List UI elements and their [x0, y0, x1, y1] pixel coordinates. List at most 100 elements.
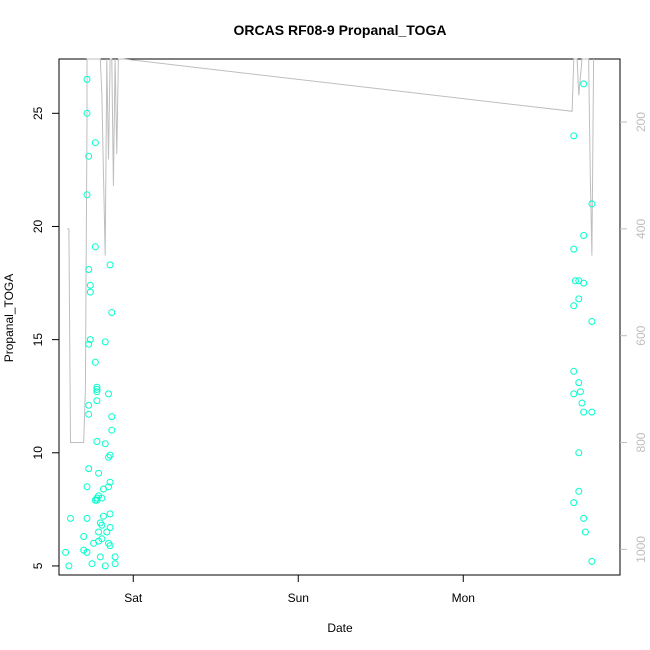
x-tick-label: Sun [288, 591, 309, 605]
data-point [108, 309, 116, 316]
data-point [98, 535, 106, 543]
data-point [580, 408, 588, 416]
data-point [570, 367, 578, 375]
y-tick-label: 20 [31, 219, 45, 233]
y2-tick-label: 400 [634, 219, 648, 239]
data-point [588, 200, 596, 208]
data-point [106, 451, 114, 459]
data-point [93, 385, 101, 393]
line-series-path [67, 58, 595, 443]
data-point [62, 548, 70, 556]
data-point [575, 449, 583, 457]
data-point [83, 75, 91, 83]
data-point [83, 109, 91, 117]
data-point [588, 408, 596, 416]
data-point [83, 514, 91, 522]
data-point [570, 132, 578, 140]
data-point [85, 266, 93, 273]
data-point [111, 560, 119, 568]
x-axis: Sat Sun Mon [124, 575, 475, 605]
x-tick-label: Sat [124, 591, 143, 605]
data-point [103, 528, 111, 536]
y-axis-label: Propanal_TOGA [2, 274, 16, 363]
data-point [111, 553, 119, 561]
data-point [91, 139, 99, 147]
data-point [86, 336, 94, 344]
chart-title: ORCAS RF08-9 Propanal_TOGA [234, 22, 447, 38]
data-point [575, 379, 583, 387]
data-point [91, 358, 99, 366]
y-tick-label: 25 [31, 106, 45, 120]
data-point [581, 528, 589, 536]
data-point [93, 383, 101, 391]
y2-tick-label: 800 [634, 432, 648, 452]
data-point [576, 388, 584, 396]
y2-tick-label: 600 [634, 325, 648, 345]
y2-tick-label: 200 [634, 112, 648, 132]
data-point [575, 295, 583, 303]
y-tick-label: 10 [31, 446, 45, 460]
data-point [108, 426, 116, 434]
point-series [62, 75, 596, 570]
data-point [83, 548, 91, 556]
data-point [580, 232, 588, 239]
data-point [106, 261, 114, 269]
data-point [106, 510, 114, 518]
data-point [83, 483, 91, 491]
data-point [106, 524, 114, 531]
data-point [80, 533, 88, 540]
data-point [100, 512, 107, 520]
data-point [96, 553, 104, 561]
data-point [93, 397, 101, 405]
data-point [571, 277, 579, 285]
data-point [83, 191, 91, 199]
data-point [105, 453, 112, 461]
data-point [101, 562, 109, 570]
data-point [570, 302, 578, 310]
data-point [580, 80, 588, 88]
data-point [67, 514, 74, 522]
data-point [570, 390, 578, 398]
y-axis-right: 200 400 600 800 1000 [620, 112, 648, 563]
data-point [85, 410, 93, 418]
data-point [580, 514, 588, 522]
data-point [85, 401, 93, 409]
line-series [67, 58, 595, 443]
x-axis-label: Date [327, 621, 353, 635]
data-point [570, 499, 578, 507]
data-point [86, 281, 94, 289]
data-point [108, 413, 116, 421]
data-point [105, 390, 112, 398]
x-tick-label: Mon [452, 591, 475, 605]
data-point [588, 557, 596, 565]
data-point [91, 243, 99, 251]
data-point [95, 469, 103, 477]
data-point [106, 542, 114, 550]
y2-tick-label: 1000 [634, 536, 648, 563]
data-point [570, 245, 578, 253]
data-point [105, 483, 112, 491]
data-point [85, 340, 93, 348]
data-point [85, 465, 93, 473]
data-point [93, 388, 101, 396]
data-point [578, 399, 586, 407]
data-point [575, 487, 583, 495]
data-point [65, 562, 73, 570]
data-point [101, 338, 109, 346]
data-point [86, 288, 94, 296]
data-point [580, 279, 588, 287]
data-point [101, 440, 109, 448]
data-point [98, 521, 106, 529]
data-point [98, 494, 106, 502]
data-point [106, 478, 114, 486]
data-point [588, 318, 596, 325]
data-point [85, 152, 93, 160]
y-axis-left: 5 10 15 20 25 [31, 106, 59, 569]
y-tick-label: 15 [31, 333, 45, 347]
data-point [93, 438, 101, 445]
y-tick-label: 5 [31, 562, 45, 569]
data-point [88, 560, 96, 568]
plot-area-frame [58, 58, 621, 576]
